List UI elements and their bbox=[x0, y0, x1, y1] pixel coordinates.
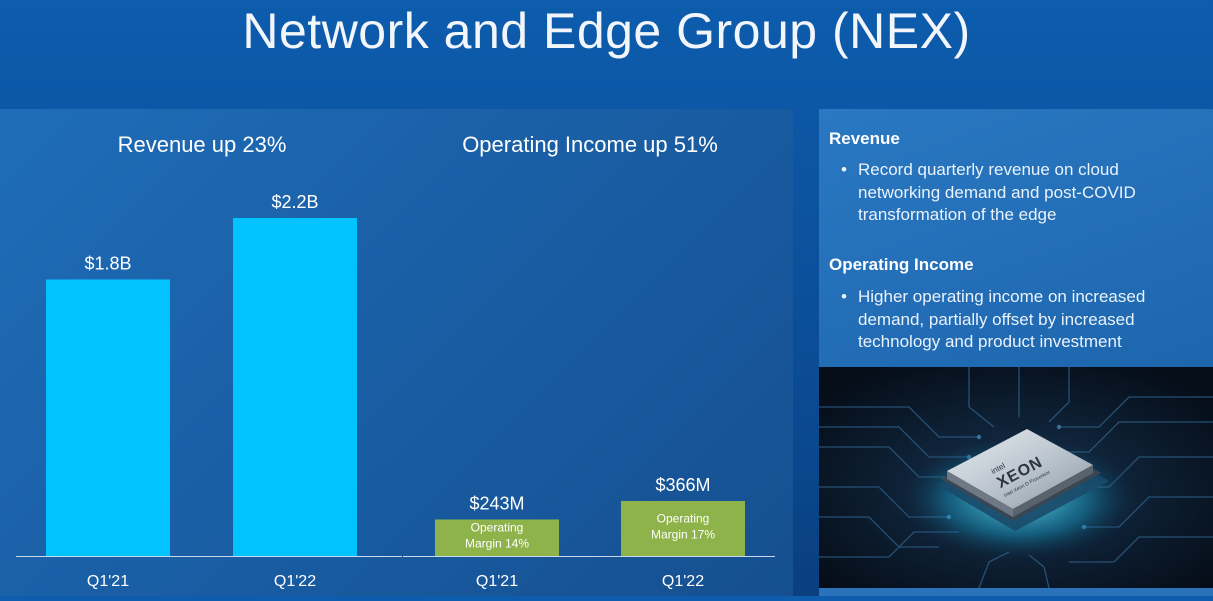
tick-label: Q1'21 bbox=[476, 573, 518, 590]
revenue-bullet: • Record quarterly revenue on cloud netw… bbox=[841, 159, 1181, 227]
tick-label: Q1'22 bbox=[662, 573, 704, 590]
charts-svg: Revenue up 23%$1.8BQ1'21$2.2BQ1'22Operat… bbox=[16, 132, 775, 590]
bar bbox=[435, 519, 559, 556]
processor-illustration: intel XEON Intel Xeon D Processor bbox=[819, 367, 1213, 589]
chart-2: Operating Income up 51% $243M Operating Mar… bbox=[403, 132, 775, 590]
revenue-bullet-text: Record quarterly revenue on cloud networ… bbox=[858, 160, 1136, 224]
bar-inner-label: Margin 14% bbox=[465, 537, 529, 551]
bar-inner-label: Operating bbox=[657, 512, 710, 526]
chart-title: Operating Income up 51% bbox=[462, 132, 718, 157]
page-title: Network and Edge Group (NEX) bbox=[242, 3, 971, 59]
data-label: $2.2B bbox=[271, 192, 318, 212]
bar bbox=[46, 279, 170, 556]
chart-title: Revenue up 23% bbox=[118, 132, 287, 157]
bar bbox=[233, 218, 357, 556]
bar-inner-label: Operating bbox=[471, 521, 524, 535]
operating-income-bullet-text: Higher operating income on increased dem… bbox=[858, 287, 1146, 351]
chart-1: Revenue up 23% $1.8B Q1'21 $2.2B Q1'22 bbox=[16, 132, 402, 590]
tick-label: Q1'21 bbox=[87, 573, 129, 590]
data-label: $243M bbox=[469, 493, 524, 513]
bar-inner-label: Margin 17% bbox=[651, 528, 715, 542]
bullet-icon: • bbox=[841, 287, 847, 306]
chart-panel: Revenue up 23% $1.8B Q1'21 $2.2B Q1'22 Operat… bbox=[0, 109, 793, 596]
data-label: $366M bbox=[655, 475, 710, 495]
operating-income-heading: Operating Income bbox=[829, 255, 974, 274]
operating-income-bullet: • Higher operating income on increased d… bbox=[841, 286, 1181, 354]
panel-footer-strip bbox=[819, 588, 1213, 596]
bullet-icon: • bbox=[841, 160, 847, 179]
bar bbox=[621, 501, 745, 556]
data-label: $1.8B bbox=[84, 253, 131, 273]
revenue-heading: Revenue bbox=[829, 129, 900, 148]
xeon-processor-image: intel XEON Intel Xeon D Processor bbox=[819, 367, 1213, 589]
tick-label: Q1'22 bbox=[274, 573, 316, 590]
commentary-panel: Revenue • Record quarterly revenue on cl… bbox=[819, 109, 1213, 367]
